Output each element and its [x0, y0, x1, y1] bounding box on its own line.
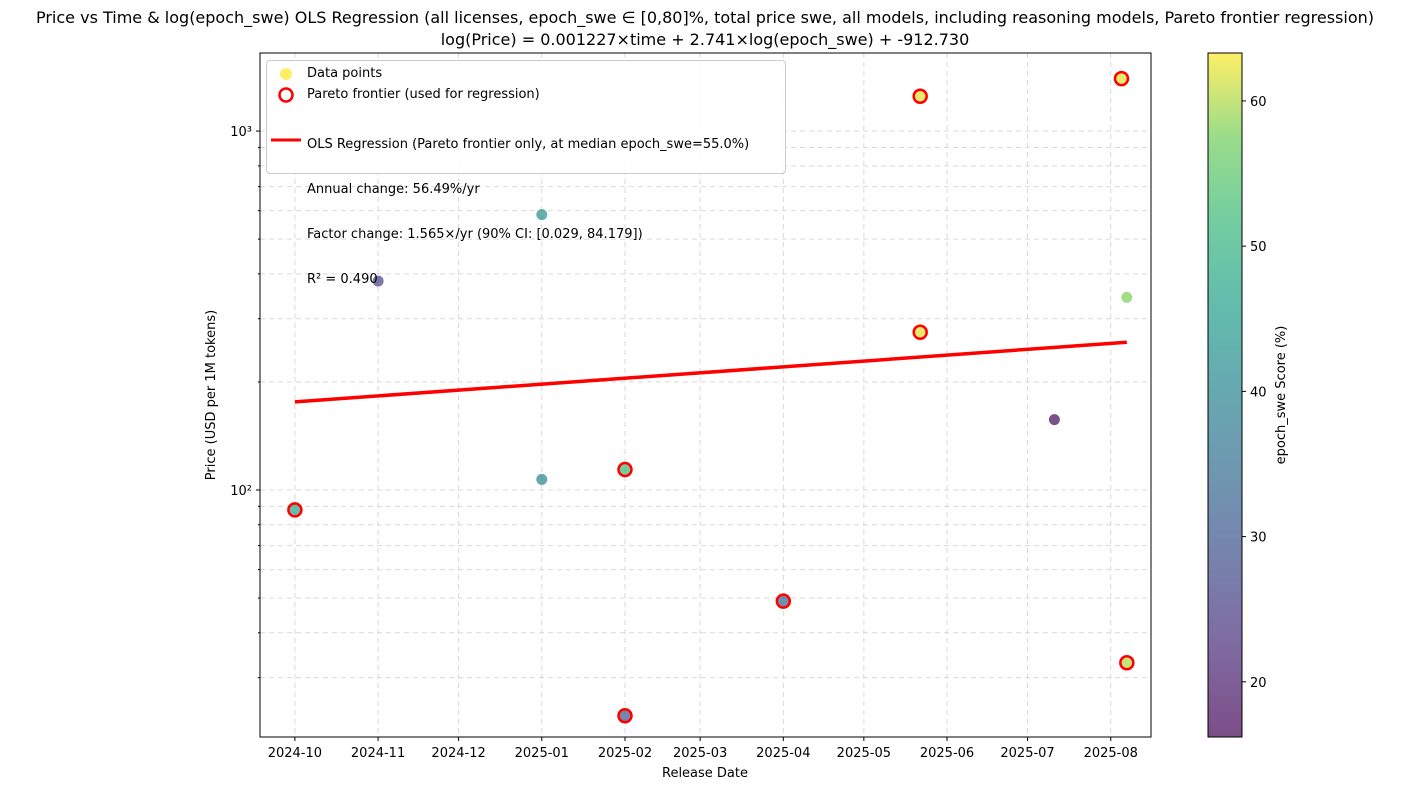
y-axis-ticks: 10² 10³ [230, 125, 260, 679]
x-tick-label: 2025-04 [756, 746, 810, 761]
chart-title-line1: Price vs Time & log(epoch_swe) OLS Regre… [35, 8, 1374, 27]
pareto-marker [617, 707, 633, 724]
legend-ols-line2: Annual change: 56.49%/yr [307, 182, 480, 197]
x-tick-label: 2025-08 [1084, 746, 1138, 761]
data-point [1048, 414, 1060, 426]
data-point [1121, 657, 1133, 669]
legend-ols-line3: Factor change: 1.565×/yr (90% CI: [0.029… [307, 227, 643, 242]
y-tick-label: 10² [230, 484, 252, 499]
legend-entry-ols: OLS Regression (Pareto frontier only, at… [267, 107, 749, 317]
legend-ols-line1: OLS Regression (Pareto frontier only, at… [307, 137, 750, 152]
ols-regression-line [294, 340, 1127, 404]
legend-ols-icon [271, 138, 301, 142]
colorbar-gradient [1208, 53, 1242, 737]
x-tick-label: 2024-10 [268, 746, 322, 761]
data-point [1121, 291, 1133, 303]
colorbar-ticks: 20 30 40 50 60 [1242, 95, 1267, 691]
colorbar-tick-label: 60 [1250, 95, 1267, 110]
legend-ols-line4: R² = 0.490 [307, 272, 378, 287]
x-tick-label: 2025-06 [920, 746, 974, 761]
x-tick-label: 2025-01 [515, 746, 569, 761]
x-tick-label: 2024-11 [351, 746, 405, 761]
colorbar-label: epoch_swe Score (%) [1274, 326, 1289, 465]
pareto-marker [617, 461, 633, 478]
data-point [619, 710, 631, 722]
legend-entry-pareto: Pareto frontier (used for regression) [267, 87, 540, 103]
legend-point-icon [280, 68, 292, 80]
colorbar-tick-label: 20 [1250, 676, 1267, 691]
pareto-marker [1119, 655, 1135, 671]
colorbar-tick-label: 40 [1250, 385, 1267, 400]
data-point [536, 473, 548, 485]
grid-lines [260, 53, 1151, 737]
plot-frame [259, 52, 1152, 738]
x-tick-label: 2025-03 [673, 746, 727, 761]
legend-entry-points: Data points [267, 66, 382, 82]
x-tick-label: 2024-12 [431, 746, 485, 761]
data-point [619, 464, 631, 476]
data-points-layer [287, 70, 1135, 724]
y-tick-label: 10³ [230, 125, 252, 140]
data-point [1115, 73, 1127, 85]
colorbar-tick-label: 30 [1250, 531, 1267, 546]
data-point [777, 595, 789, 607]
colorbar: 20 30 40 50 60 epoch_swe Score (%) [1207, 52, 1289, 738]
regression-line-layer [294, 340, 1127, 404]
x-tick-label: 2025-07 [1000, 746, 1054, 761]
legend-pareto-icon [278, 87, 294, 103]
pareto-marker [287, 502, 303, 518]
x-tick-label: 2025-05 [837, 746, 891, 761]
data-point [289, 504, 301, 516]
colorbar-tick-label: 50 [1250, 240, 1267, 255]
x-tick-label: 2025-02 [598, 746, 652, 761]
y-axis-label: Price (USD per 1M tokens) [204, 310, 219, 480]
legend: Data points Pareto frontier (used for re… [266, 60, 786, 287]
x-axis-ticks: 2024-10 2024-11 2024-12 2025-01 2025-02 2025-… [268, 737, 1138, 761]
data-point [372, 275, 384, 287]
x-axis-label: Release Date [662, 766, 748, 781]
pareto-marker [912, 88, 928, 105]
pareto-marker [775, 593, 792, 609]
data-point [914, 90, 926, 102]
data-point [914, 326, 926, 338]
legend-pareto-label: Pareto frontier (used for regression) [307, 87, 540, 102]
pareto-marker [1113, 70, 1130, 87]
data-point [536, 209, 548, 221]
legend-points-label: Data points [307, 66, 383, 81]
chart-title-line2: log(Price) = 0.001227×time + 2.741×log(e… [440, 30, 970, 49]
pareto-marker [912, 324, 928, 341]
colorbar-frame [1207, 52, 1243, 738]
